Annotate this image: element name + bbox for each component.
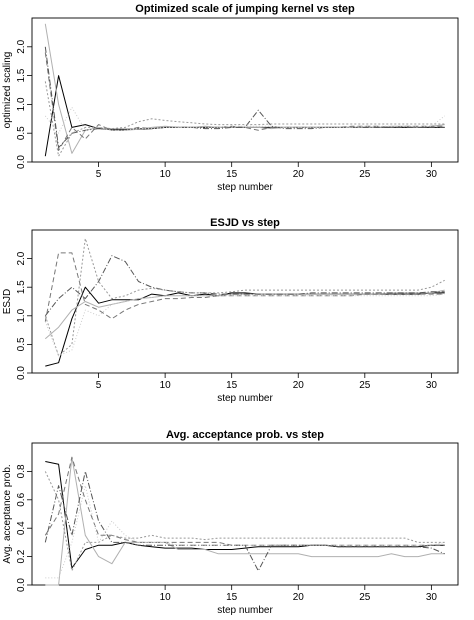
x-tick-label: 10 xyxy=(160,592,172,603)
series-line-5 xyxy=(44,81,445,157)
panel-title: Optimized scale of jumping kernel vs ste… xyxy=(135,3,355,15)
x-tick-label: 30 xyxy=(426,169,438,180)
plot-frame xyxy=(31,442,459,586)
series-line-4 xyxy=(44,46,445,149)
x-tick-label: 25 xyxy=(359,592,371,603)
x-tick-label: 20 xyxy=(293,380,305,391)
series-line-2 xyxy=(45,456,445,586)
x-tick-label: 30 xyxy=(426,380,438,391)
x-tick-label: 5 xyxy=(96,169,102,180)
series-line-4 xyxy=(44,470,445,572)
y-tick-label: 0.0 xyxy=(16,155,27,169)
plot-frame xyxy=(31,229,459,374)
x-axis-label: step number xyxy=(217,393,273,404)
panel-3: Avg. acceptance prob. vs step 5 10 15 20 25 30… xyxy=(2,429,459,616)
series-line-6 xyxy=(44,293,445,357)
series-line-1 xyxy=(45,461,445,569)
x-tick-label: 10 xyxy=(160,380,172,391)
y-axis-label: Avg. acceptance prob. xyxy=(2,464,13,563)
y-tick-label: 0.8 xyxy=(16,464,27,478)
y-tick-label: 0.0 xyxy=(16,366,27,380)
series-line-6 xyxy=(45,485,445,579)
y-tick-label: 0.0 xyxy=(16,578,27,592)
y-tick-label: 1.0 xyxy=(16,97,27,111)
series-line-3 xyxy=(44,252,445,322)
y-tick-label: 0.6 xyxy=(16,492,27,506)
y-axis-label: optimized scaling xyxy=(2,52,13,129)
series-line-5 xyxy=(44,471,445,572)
y-tick-label: 0.5 xyxy=(16,126,27,140)
x-tick-label: 15 xyxy=(226,380,238,391)
y-tick-label: 2.0 xyxy=(16,251,27,265)
x-tick-label: 25 xyxy=(359,380,371,391)
panel-1: Optimized scale of jumping kernel vs ste… xyxy=(2,3,459,193)
y-axis-label: ESJD xyxy=(2,289,13,315)
x-tick-label: 25 xyxy=(359,169,371,180)
x-tick-label: 15 xyxy=(226,169,238,180)
x-tick-label: 20 xyxy=(293,169,305,180)
series-line-3 xyxy=(44,52,445,151)
x-tick-label: 10 xyxy=(160,169,172,180)
series-line-2 xyxy=(44,289,445,340)
y-tick-label: 0.4 xyxy=(16,521,27,535)
y-tick-label: 1.5 xyxy=(16,68,27,82)
series-line-1 xyxy=(45,286,445,367)
panel-title: ESJD vs step xyxy=(210,217,280,229)
x-tick-label: 20 xyxy=(293,592,305,603)
x-tick-label: 15 xyxy=(226,592,238,603)
x-axis-label: step number xyxy=(217,182,273,193)
panel-title: Avg. acceptance prob. vs step xyxy=(166,429,324,441)
series-line-2 xyxy=(44,23,445,154)
series-line-5 xyxy=(44,238,445,357)
plot-frame xyxy=(31,17,459,163)
series-line-4 xyxy=(44,255,445,317)
x-tick-label: 5 xyxy=(96,592,102,603)
y-tick-label: 2.0 xyxy=(16,39,27,53)
x-tick-label: 30 xyxy=(426,592,438,603)
x-tick-label: 5 xyxy=(96,380,102,391)
y-tick-label: 1.5 xyxy=(16,280,27,294)
series-line-1 xyxy=(44,75,445,157)
y-tick-label: 1.0 xyxy=(16,308,27,322)
y-tick-label: 0.5 xyxy=(16,337,27,351)
x-axis-label: step number xyxy=(217,605,273,616)
panel-2: ESJD vs step 5 10 15 20 25 30 step number 0.0 0.5… xyxy=(2,217,459,404)
y-tick-label: 0.2 xyxy=(16,549,27,563)
